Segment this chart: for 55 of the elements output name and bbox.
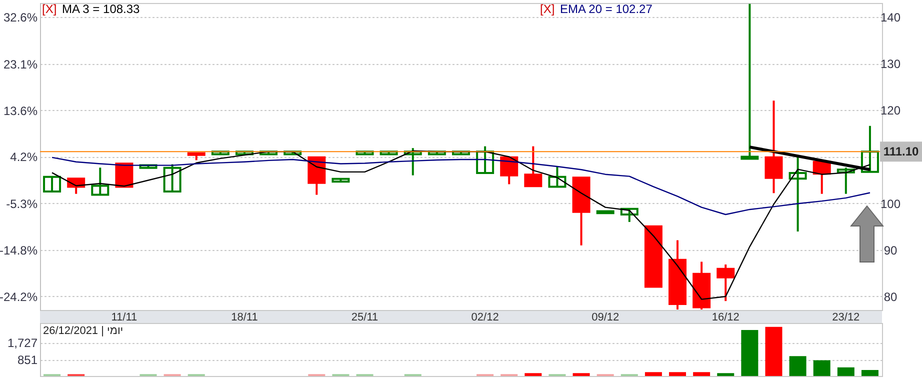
ref-line-label: 111.10 (883, 144, 920, 159)
y-tick-label: 130 (880, 57, 901, 72)
y2-tick-label: -24.2% (0, 290, 38, 304)
y-tick-label: 80 (884, 290, 898, 304)
candlestick (524, 145, 542, 188)
bar (765, 326, 782, 376)
y2-tick-label: 23.1% (3, 57, 38, 72)
bar (669, 372, 686, 376)
candlestick (115, 162, 134, 188)
annotation: יומי | 26/12/2021 (43, 325, 124, 337)
candlestick (476, 145, 494, 174)
annotation: [X] (42, 2, 57, 16)
candlestick (43, 176, 62, 193)
y-tick-label: 120 (880, 104, 901, 118)
bar (717, 373, 734, 376)
candlestick (788, 156, 807, 233)
annotation: [X] (540, 2, 555, 16)
text: EMA 20 = 102.27 (560, 2, 653, 16)
x-tick-label: 25/11 (351, 312, 378, 324)
y2-tick-label: -14.8% (0, 244, 38, 258)
candlestick (764, 100, 783, 194)
bar (813, 360, 830, 376)
bar (693, 372, 710, 376)
candlestick (716, 263, 735, 302)
x-tick-label: 11/11 (111, 312, 138, 324)
bar (837, 367, 854, 376)
bar (524, 373, 542, 376)
y-tick-label: 851 (17, 353, 38, 368)
y-tick-label: 1,727 (7, 336, 38, 350)
x-tick-label: 09/12 (592, 312, 620, 324)
candlestick (163, 163, 182, 193)
x-tick-label: 23/12 (832, 312, 860, 324)
y-tick-label: 140 (880, 10, 901, 24)
y2-tick-label: -5.3% (6, 196, 38, 211)
y2-tick-label: 32.6% (3, 10, 38, 25)
y-tick-label: 90 (884, 243, 898, 258)
bar (789, 356, 806, 376)
bar (572, 373, 590, 376)
bar (741, 330, 758, 376)
x-tick-label: 16/12 (712, 312, 740, 324)
x-tick-label: 18/11 (231, 312, 258, 324)
candlestick (404, 147, 422, 176)
candlestick (740, 3, 759, 160)
candlestick (91, 166, 110, 196)
text: MA 3 = 108.33 (62, 2, 140, 16)
candlestick (836, 166, 855, 195)
candlestick (860, 124, 879, 173)
bar (644, 372, 662, 376)
y2-tick-label: 4.2% (10, 150, 38, 164)
candlestick (620, 208, 638, 223)
bar (861, 370, 878, 376)
candlestick (548, 166, 566, 188)
x-tick-label: 02/12 (471, 312, 499, 324)
y-tick-label: 100 (880, 196, 901, 211)
y2-tick-label: 13.6% (3, 104, 38, 118)
